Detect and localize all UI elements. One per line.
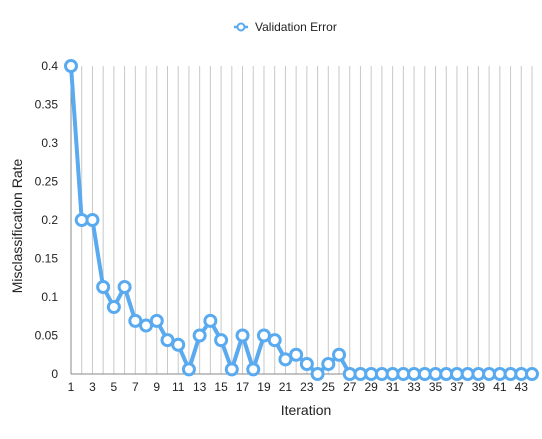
x-tick-label: 13 [193,380,207,394]
x-tick-label: 27 [343,380,357,394]
x-tick-label: 23 [300,380,314,394]
y-tick-label: 0.05 [35,329,59,343]
legend: Validation Error [234,20,337,34]
data-point [214,333,229,348]
data-point [203,313,218,328]
data-point [267,333,282,348]
x-axis-label: Iteration [281,402,332,418]
legend-marker-icon [236,22,246,32]
x-tick-label: 39 [472,380,486,394]
data-point [246,362,261,377]
data-point [332,347,347,362]
x-tick-label: 21 [279,380,293,394]
x-tick-label: 31 [386,380,400,394]
y-tick-label: 0.15 [35,252,59,266]
data-point [64,59,78,73]
x-tick-label: 7 [132,380,139,394]
x-tick-label: 33 [407,380,421,394]
y-tick-label: 0.3 [41,136,58,150]
y-axis-label: Misclassification Rate [9,158,25,293]
x-tick-label: 5 [111,380,118,394]
x-tick-label: 29 [365,380,379,394]
x-tick-labels: 1 3 5 7 9 11 13 15 17 19 21 23 25 27 29 31 33 35 37 39 41 43 [68,380,529,394]
y-tick-label: 0.35 [35,98,59,112]
data-point [525,367,539,381]
x-tick-label: 11 [172,380,185,394]
x-tick-label: 3 [89,380,96,394]
y-tick-label: 0.1 [41,290,58,304]
x-tick-label: 9 [153,380,160,394]
x-tick-label: 43 [515,380,529,394]
data-point [310,367,325,381]
data-point [181,362,196,377]
y-tick-label: 0.25 [35,175,59,189]
y-tick-labels: 0 0.05 0.1 0.15 0.2 0.25 0.3 0.35 0.4 [35,59,59,381]
x-tick-label: 17 [236,380,250,394]
data-point [289,347,304,362]
x-tick-label: 41 [493,380,507,394]
data-point [235,328,250,343]
x-tick-label: 1 [68,380,75,394]
y-tick-label: 0 [51,367,58,381]
x-tick-label: 15 [214,380,228,394]
data-point [299,356,314,371]
data-point [192,328,207,343]
data-point [149,313,164,328]
y-tick-label: 0.2 [41,213,58,227]
data-point [85,213,100,227]
x-tick-label: 35 [429,380,443,394]
x-tick-label: 25 [322,380,336,394]
data-point [96,279,111,294]
data-point [321,356,336,371]
data-point [224,362,239,377]
y-tick-label: 0.4 [41,59,58,73]
legend-label: Validation Error [255,20,337,34]
data-point [117,279,132,294]
data-points [64,59,539,381]
x-tick-label: 37 [450,380,464,394]
data-point [171,337,186,352]
data-point [106,300,121,315]
x-tick-label: 19 [257,380,271,394]
